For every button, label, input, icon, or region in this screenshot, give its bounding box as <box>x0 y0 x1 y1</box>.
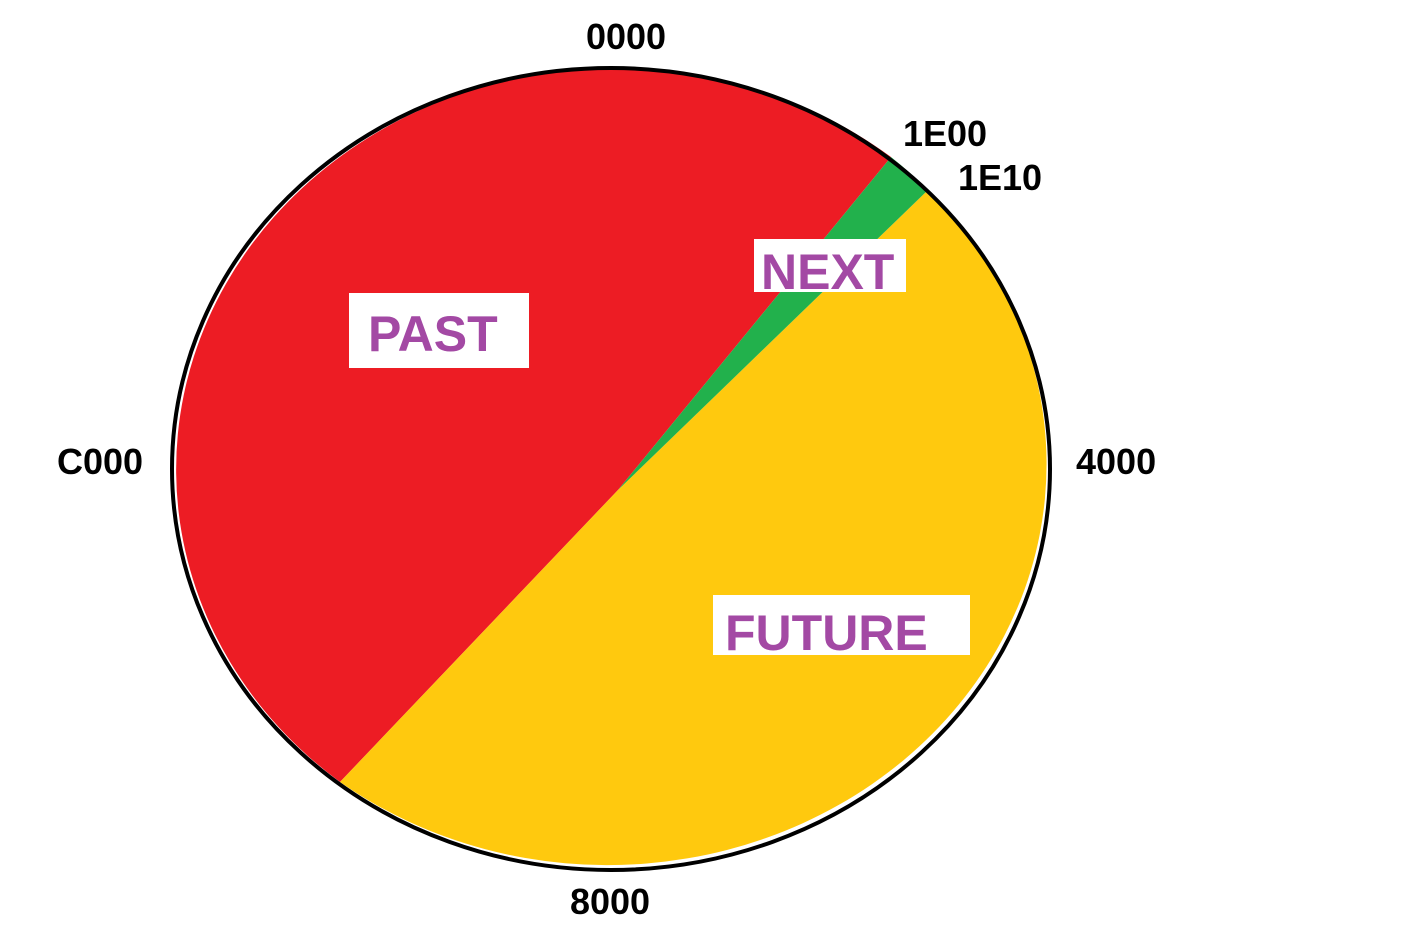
address-next-end: 1E10 <box>958 157 1042 198</box>
past-label: PAST <box>368 306 498 362</box>
future-region <box>340 190 1047 866</box>
address-next-start: 1E00 <box>903 113 987 154</box>
address-top: 0000 <box>586 16 666 57</box>
address-right: 4000 <box>1076 441 1156 482</box>
wheel-outline <box>170 66 1052 872</box>
next-label: NEXT <box>761 244 894 300</box>
address-left: C000 <box>57 441 143 482</box>
future-label: FUTURE <box>725 605 928 661</box>
address-bottom: 8000 <box>570 881 650 922</box>
past-region <box>176 68 891 783</box>
next-label-box <box>754 239 906 292</box>
future-label-box <box>713 595 970 655</box>
past-label-box <box>349 293 529 368</box>
